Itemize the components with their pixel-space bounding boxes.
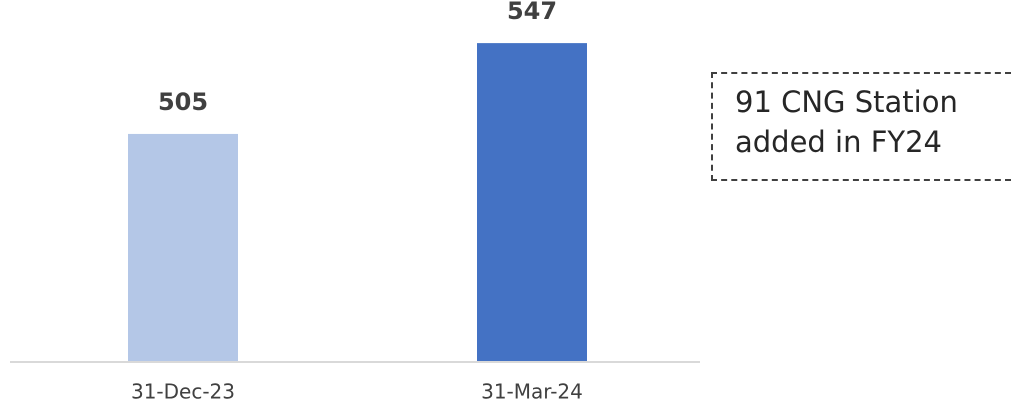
bar	[128, 133, 238, 361]
bar	[477, 43, 587, 362]
value-label: 547	[507, 0, 557, 25]
annotation: 91 CNG Station added in FY24	[711, 72, 1011, 181]
x-tick-label: 31-Mar-24	[481, 380, 583, 404]
value-label: 505	[158, 88, 208, 116]
x-tick-label: 31-Dec-23	[131, 380, 235, 404]
